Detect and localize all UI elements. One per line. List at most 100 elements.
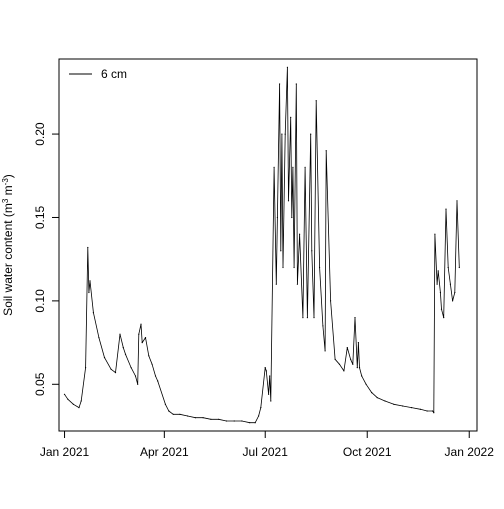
data-point	[443, 317, 445, 319]
data-point	[445, 208, 447, 210]
data-point	[265, 370, 267, 372]
data-point	[437, 270, 439, 272]
data-point	[436, 283, 438, 285]
data-point	[276, 216, 278, 219]
data-point	[330, 300, 332, 302]
x-tick-label-2: Jul 2021	[243, 445, 289, 459]
data-point	[358, 367, 361, 369]
data-point	[350, 358, 352, 360]
data-point	[440, 308, 443, 310]
y-axis: 0.05 0.10 0.15 0.20	[33, 122, 60, 396]
data-point	[268, 393, 270, 395]
data-point	[282, 266, 284, 269]
data-point	[110, 368, 112, 370]
data-point	[87, 246, 89, 249]
data-point	[306, 317, 308, 319]
x-axis: Jan 2021 Apr 2021 Jul 2021 Oct 2021 Jan 2022	[40, 430, 495, 459]
data-point	[393, 403, 395, 405]
data-point	[322, 325, 324, 327]
data-point	[376, 397, 378, 399]
data-point	[218, 418, 220, 420]
data-point	[241, 420, 243, 422]
data-point	[119, 333, 121, 335]
data-point	[311, 250, 313, 252]
data-point	[144, 337, 147, 339]
data-point	[287, 200, 290, 202]
data-point	[67, 398, 69, 400]
data-point	[85, 367, 87, 369]
data-point	[281, 133, 283, 135]
data-point	[187, 415, 189, 417]
data-point	[157, 380, 159, 382]
data-point	[334, 358, 336, 360]
data-point	[233, 420, 235, 422]
y-tick-label-1: 0.10	[33, 289, 47, 313]
y-tick-label-0: 0.05	[33, 372, 47, 396]
y-tick-label-2: 0.15	[33, 205, 47, 229]
data-point	[310, 133, 312, 135]
data-point	[346, 347, 348, 349]
data-point	[452, 300, 454, 302]
data-point	[343, 370, 345, 372]
data-point	[356, 367, 358, 369]
data-point	[72, 403, 74, 405]
data-point	[172, 413, 174, 415]
data-point	[89, 280, 91, 282]
data-point	[141, 342, 143, 344]
data-point	[258, 415, 260, 417]
data-point	[325, 150, 327, 152]
data-point	[290, 116, 292, 118]
data-point	[202, 417, 204, 419]
data-point	[269, 375, 271, 377]
data-point	[402, 405, 404, 407]
data-point	[365, 383, 367, 385]
series-layer	[63, 66, 460, 424]
data-point	[80, 400, 82, 402]
data-point	[279, 83, 281, 85]
data-point	[114, 372, 117, 374]
data-point	[352, 363, 354, 365]
data-point	[357, 342, 359, 344]
data-point	[434, 233, 436, 235]
data-point	[295, 83, 297, 85]
data-point	[293, 266, 295, 269]
data-point	[137, 383, 139, 385]
data-point	[280, 250, 282, 252]
data-point	[447, 266, 449, 269]
data-point	[273, 166, 275, 168]
data-point	[411, 407, 413, 409]
data-point	[154, 375, 157, 377]
data-point	[299, 233, 301, 235]
x-tick-label-4: Jan 2022	[445, 445, 495, 459]
data-point	[148, 355, 150, 357]
data-point	[449, 283, 451, 285]
data-point	[338, 363, 341, 365]
data-point	[164, 403, 166, 405]
data-point	[433, 412, 435, 414]
x-tick-label-1: Apr 2021	[140, 445, 189, 459]
data-point	[249, 422, 251, 424]
data-point	[275, 283, 277, 285]
data-point	[291, 216, 293, 219]
data-point	[225, 420, 227, 422]
data-point	[168, 410, 170, 412]
plot-frame	[58, 58, 478, 432]
data-point	[284, 133, 286, 135]
data-point	[324, 350, 326, 352]
data-point	[419, 408, 422, 410]
data-point	[78, 407, 80, 409]
data-point	[426, 410, 428, 412]
data-point	[454, 291, 456, 294]
data-point	[313, 317, 315, 319]
legend: 6 cm	[69, 67, 127, 81]
data-point	[319, 266, 321, 269]
data-point	[210, 418, 212, 420]
data-point	[304, 166, 306, 168]
data-point	[92, 312, 94, 314]
y-axis-label: Soil water content (m3 m-3)	[1, 174, 15, 316]
legend-label-6cm: 6 cm	[101, 67, 127, 81]
data-point	[264, 367, 266, 369]
y-tick-label-3: 0.20	[33, 122, 47, 146]
